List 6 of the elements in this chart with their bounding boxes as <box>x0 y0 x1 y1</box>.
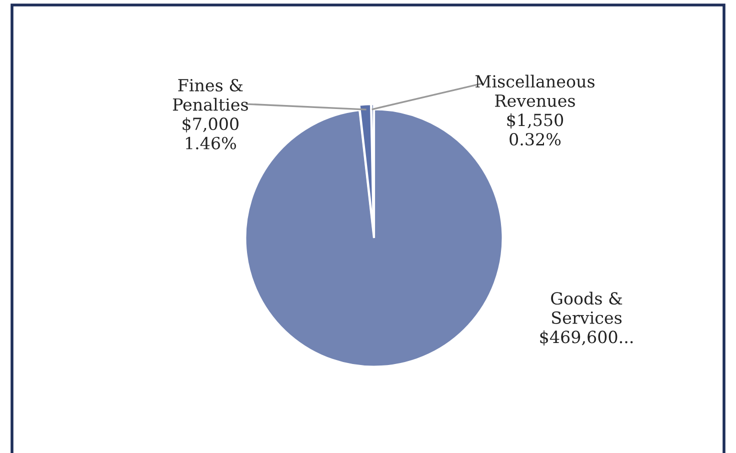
slice-label: Miscellaneous Revenues <box>476 74 594 107</box>
data-label: $1,550 0.32% <box>507 113 564 146</box>
data-label: $469,600... <box>540 330 633 346</box>
slice-label: Fines & Penalties <box>172 78 248 111</box>
data-label: $7,000 1.46% <box>182 117 238 150</box>
slice-label: Goods & Services <box>551 292 622 324</box>
